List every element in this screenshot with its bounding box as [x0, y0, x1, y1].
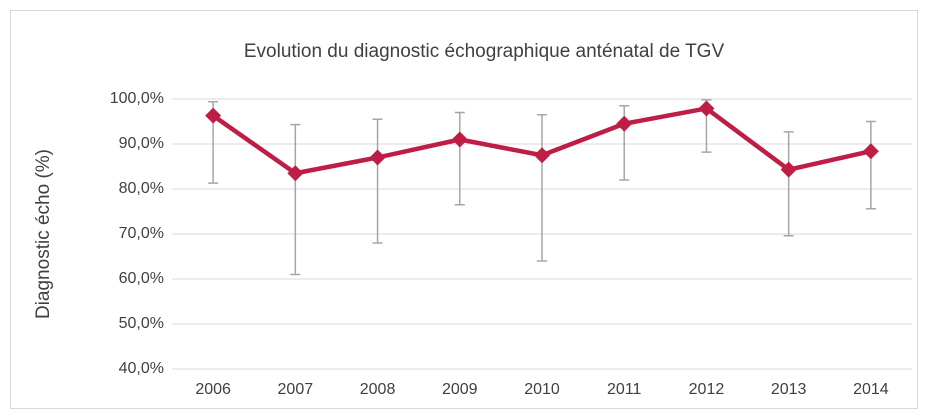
error-bar: [290, 123, 301, 276]
x-tick-label: 2010: [524, 381, 560, 398]
x-tick-label: 2012: [689, 381, 725, 398]
y-tick-label: 90,0%: [119, 135, 164, 152]
marker: [369, 149, 386, 166]
x-tick-label: 2009: [442, 381, 478, 398]
error-bar: [454, 111, 465, 206]
x-tick-label: 2014: [853, 381, 889, 398]
chart-title: Evolution du diagnostic échographique an…: [244, 41, 725, 62]
marker: [451, 131, 468, 148]
error-bar: [537, 114, 547, 262]
x-tick-label: 2011: [607, 381, 642, 398]
y-tick-label: 100,0%: [110, 90, 164, 107]
y-tick-label: 70,0%: [119, 225, 164, 242]
marker: [780, 161, 797, 178]
marker: [287, 165, 304, 182]
y-tick-label: 50,0%: [119, 315, 164, 332]
marker: [862, 143, 879, 160]
chart-frame: [10, 10, 918, 409]
error-bar: [783, 131, 794, 237]
marker: [698, 100, 715, 117]
y-tick-label: 80,0%: [119, 180, 164, 197]
marker: [616, 115, 633, 132]
marker: [534, 147, 550, 164]
y-tick-label: 60,0%: [119, 270, 164, 287]
marker: [205, 107, 222, 124]
y-axis-label: Diagnostic écho (%): [33, 149, 54, 319]
error-bar: [372, 118, 383, 244]
x-tick-label: 2013: [771, 381, 807, 398]
x-tick-label: 2006: [195, 381, 231, 398]
x-tick-label: 2007: [278, 381, 314, 398]
y-tick-label: 40,0%: [119, 360, 164, 377]
error-bar: [865, 120, 876, 210]
x-tick-label: 2008: [360, 381, 396, 398]
